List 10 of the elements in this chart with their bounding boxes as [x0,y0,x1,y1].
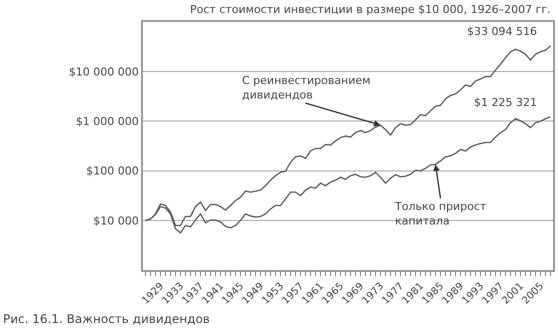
chart-title: Рост стоимости инвестиции в размере $10 000, 1926–2007 гг. [190,3,551,16]
y-tick-label: $100 000 [86,164,139,178]
y-tick-label: $1 000 000 [76,115,139,128]
y-tick-label: $10 000 [93,214,139,228]
annotation: С реинвестированием дивидендов [242,74,370,102]
annotation: $1 225 321 [474,96,537,109]
y-tick-label: $10 000 000 [68,65,139,78]
annotation: Только прирост капитала [394,200,487,228]
text: Рис. 16.1. Важность дивидендов [3,312,210,326]
annotation: $33 094 516 [467,25,537,38]
